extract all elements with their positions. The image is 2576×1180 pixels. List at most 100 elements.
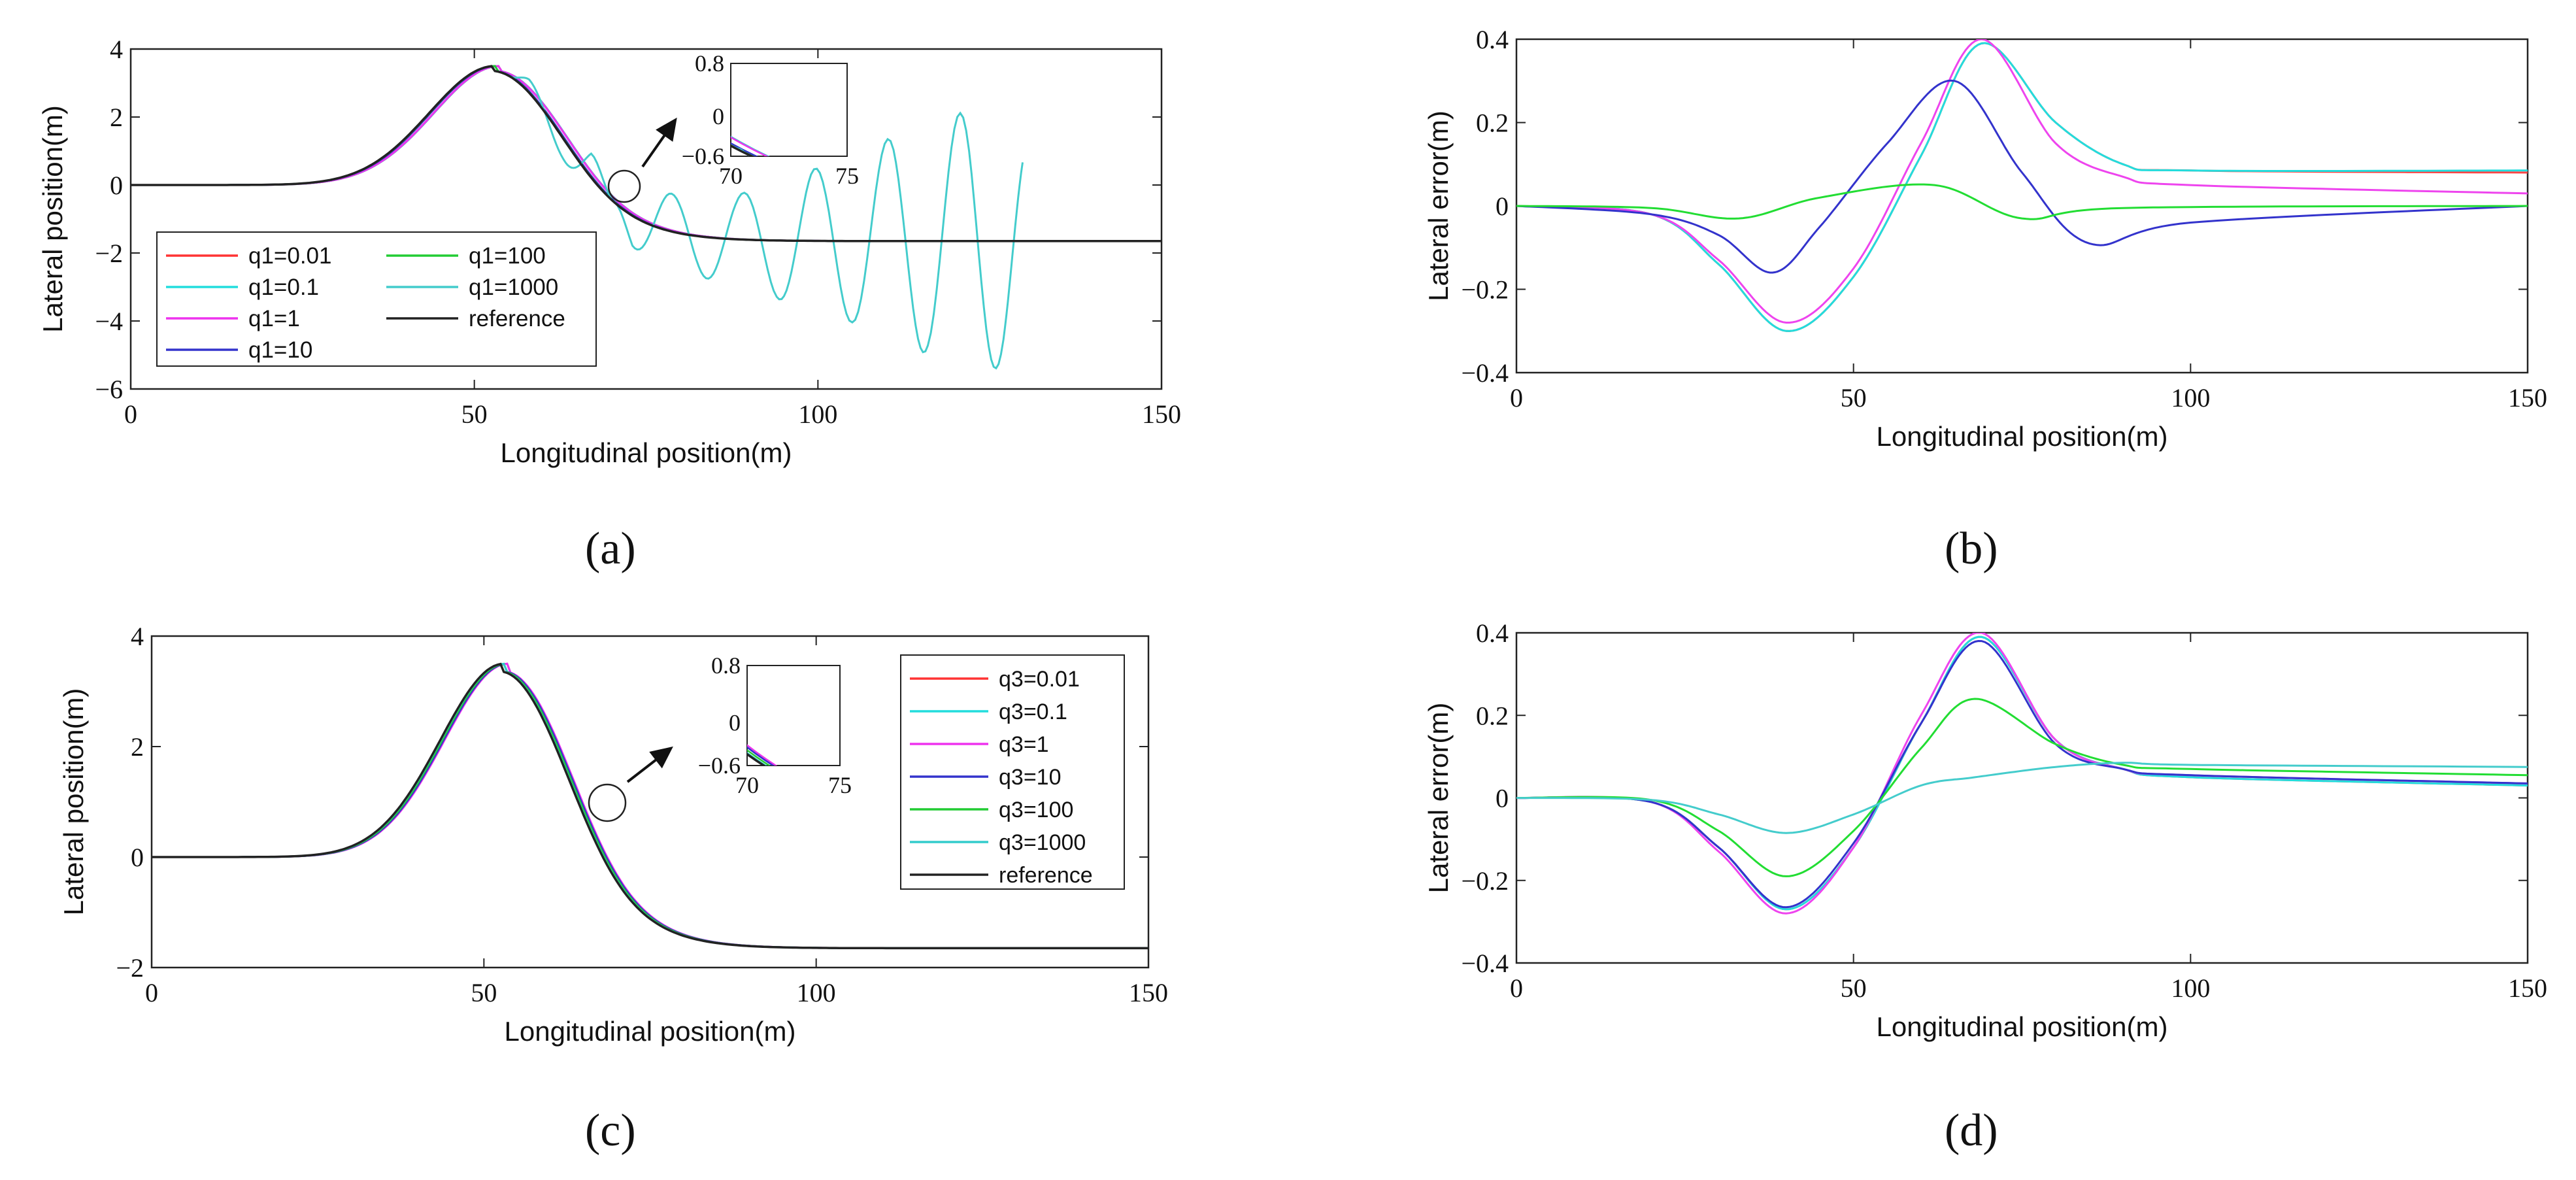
series-line — [1516, 762, 2528, 834]
y-tick-label: 0 — [131, 843, 144, 872]
inset-series-line — [747, 744, 778, 766]
x-tick-label: 150 — [1129, 978, 1168, 1007]
inset-frame — [730, 63, 848, 157]
legend-label: q1=10 — [248, 337, 312, 363]
inset-c: 70 75 −0.6 0 0.8 — [588, 652, 852, 822]
x-tick-label: 0 — [124, 399, 137, 429]
legend-label: q1=1 — [248, 306, 300, 331]
legend-label: reference — [999, 863, 1093, 888]
inset-series-line — [731, 144, 754, 156]
y-tick-label: 0 — [1496, 784, 1509, 813]
legend-label: q1=0.01 — [248, 243, 332, 269]
zoom-arrow-head — [656, 117, 677, 142]
x-axis-label: Longitudinal position(m) — [505, 1016, 796, 1047]
chart-a: 0 50 100 150 −6 −4 −2 0 2 4 Longitudinal position(… — [37, 35, 1181, 468]
inset-a: 70 75 −0.6 0 0.8 — [607, 50, 859, 203]
legend-label: q3=1000 — [999, 830, 1086, 855]
legend-box — [156, 231, 597, 367]
legend-label: q1=100 — [469, 243, 546, 269]
inset-series-group — [747, 744, 778, 766]
x-axis-label: Longitudinal position(m) — [1877, 1011, 2168, 1042]
x-tick-label: 150 — [1142, 399, 1181, 429]
panel-label-a: (a) — [585, 524, 636, 574]
x-tick-label: 0 — [1510, 973, 1523, 1003]
y-tick-label: 0.4 — [1476, 618, 1509, 648]
y-tick-label: 0.2 — [1476, 701, 1509, 730]
inset-x-tick-label: 75 — [828, 772, 852, 798]
y-tick-label: 2 — [110, 103, 123, 132]
x-tick-label: 100 — [2171, 973, 2210, 1003]
y-tick-label: 0 — [1496, 192, 1509, 221]
panel-label-d: (d) — [1945, 1105, 1998, 1156]
legend-c: q3=0.01 q3=0.1 q3=1 q3=10 q3=100 q3=1000 refer… — [900, 654, 1125, 890]
y-axis-label: Lateral error(m) — [1423, 110, 1454, 301]
y-tick-label: −2 — [116, 953, 144, 983]
inset-y-tick-label: 0.8 — [695, 50, 724, 76]
x-axis-label: Longitudinal position(m) — [501, 437, 792, 468]
y-tick-label: −0.2 — [1461, 866, 1509, 896]
legend-a: q1=0.01 q1=0.1 q1=1 q1=10 q1=100 q1=1000 refer… — [156, 231, 597, 367]
y-tick-label: 2 — [131, 732, 144, 762]
y-tick-label: −0.2 — [1461, 275, 1509, 305]
legend-label: reference — [469, 306, 565, 331]
inset-series-line — [747, 746, 775, 766]
legend-label: q1=0.1 — [248, 275, 319, 300]
series-line — [1516, 183, 2528, 220]
y-tick-label: −2 — [95, 239, 123, 268]
panel-label-b: (b) — [1945, 524, 1998, 574]
y-tick-label: 0.4 — [1476, 25, 1509, 54]
inset-series-line — [747, 749, 771, 766]
inset-series-line — [731, 136, 769, 156]
series-group — [1516, 39, 2528, 332]
x-tick-label: 100 — [2171, 383, 2210, 413]
inset-series-line — [731, 142, 758, 156]
y-tick-label: 0 — [110, 171, 123, 200]
legend-label: q3=10 — [999, 765, 1062, 790]
series-group — [1516, 633, 2528, 915]
inset-x-tick-label: 70 — [735, 772, 759, 798]
inset-series-line — [731, 144, 752, 156]
x-tick-label: 100 — [797, 978, 836, 1007]
series-line — [1516, 698, 2528, 877]
zoom-circle — [607, 169, 641, 203]
inset-y-tick-label: 0 — [712, 103, 724, 129]
series-line — [1516, 639, 2528, 909]
series-line — [131, 65, 1162, 243]
series-line — [1516, 79, 2528, 274]
legend-label: q3=1 — [999, 732, 1049, 757]
legend-box — [900, 654, 1125, 890]
y-axis-label: Lateral position(m) — [37, 105, 68, 333]
zoom-circle — [588, 783, 627, 822]
plot-frame — [1515, 632, 2529, 964]
y-axis-label: Lateral position(m) — [58, 688, 89, 916]
x-tick-label: 0 — [1510, 383, 1523, 413]
legend-label: q3=0.01 — [999, 667, 1080, 692]
y-tick-label: 0.2 — [1476, 109, 1509, 138]
panel-label-c: (c) — [585, 1105, 636, 1156]
x-tick-label: 150 — [2508, 383, 2547, 413]
chart-c: 0 50 100 150 −2 0 2 4 Longitudinal position(m) La… — [58, 622, 1168, 1047]
chart-b: 0 50 100 150 −0.4 −0.2 0 0.2 0.4 Longitudinal pos… — [1423, 25, 2547, 452]
inset-frame — [746, 665, 841, 766]
y-tick-label: −0.4 — [1461, 949, 1509, 978]
inset-x-tick-label: 75 — [835, 163, 859, 189]
x-tick-label: 50 — [1841, 973, 1867, 1003]
x-tick-label: 50 — [1841, 383, 1867, 413]
y-tick-label: −4 — [95, 307, 123, 336]
inset-y-tick-label: 0 — [729, 709, 741, 735]
series-group — [131, 65, 1162, 370]
x-axis-label: Longitudinal position(m) — [1877, 421, 2168, 452]
x-tick-label: 50 — [461, 399, 488, 429]
y-tick-label: −0.4 — [1461, 358, 1509, 388]
series-line — [1516, 39, 2528, 324]
series-line — [1516, 42, 2528, 332]
inset-x-tick-label: 70 — [719, 163, 743, 189]
series-group — [152, 662, 1148, 950]
x-tick-label: 50 — [471, 978, 497, 1007]
zoom-arrow-head — [649, 746, 673, 769]
y-tick-label: 4 — [131, 622, 144, 651]
inset-y-tick-label: 0.8 — [711, 652, 741, 679]
chart-d: 0 50 100 150 −0.4 −0.2 0 0.2 0.4 Longitudinal pos… — [1423, 618, 2547, 1042]
legend-label: q1=1000 — [469, 275, 558, 300]
